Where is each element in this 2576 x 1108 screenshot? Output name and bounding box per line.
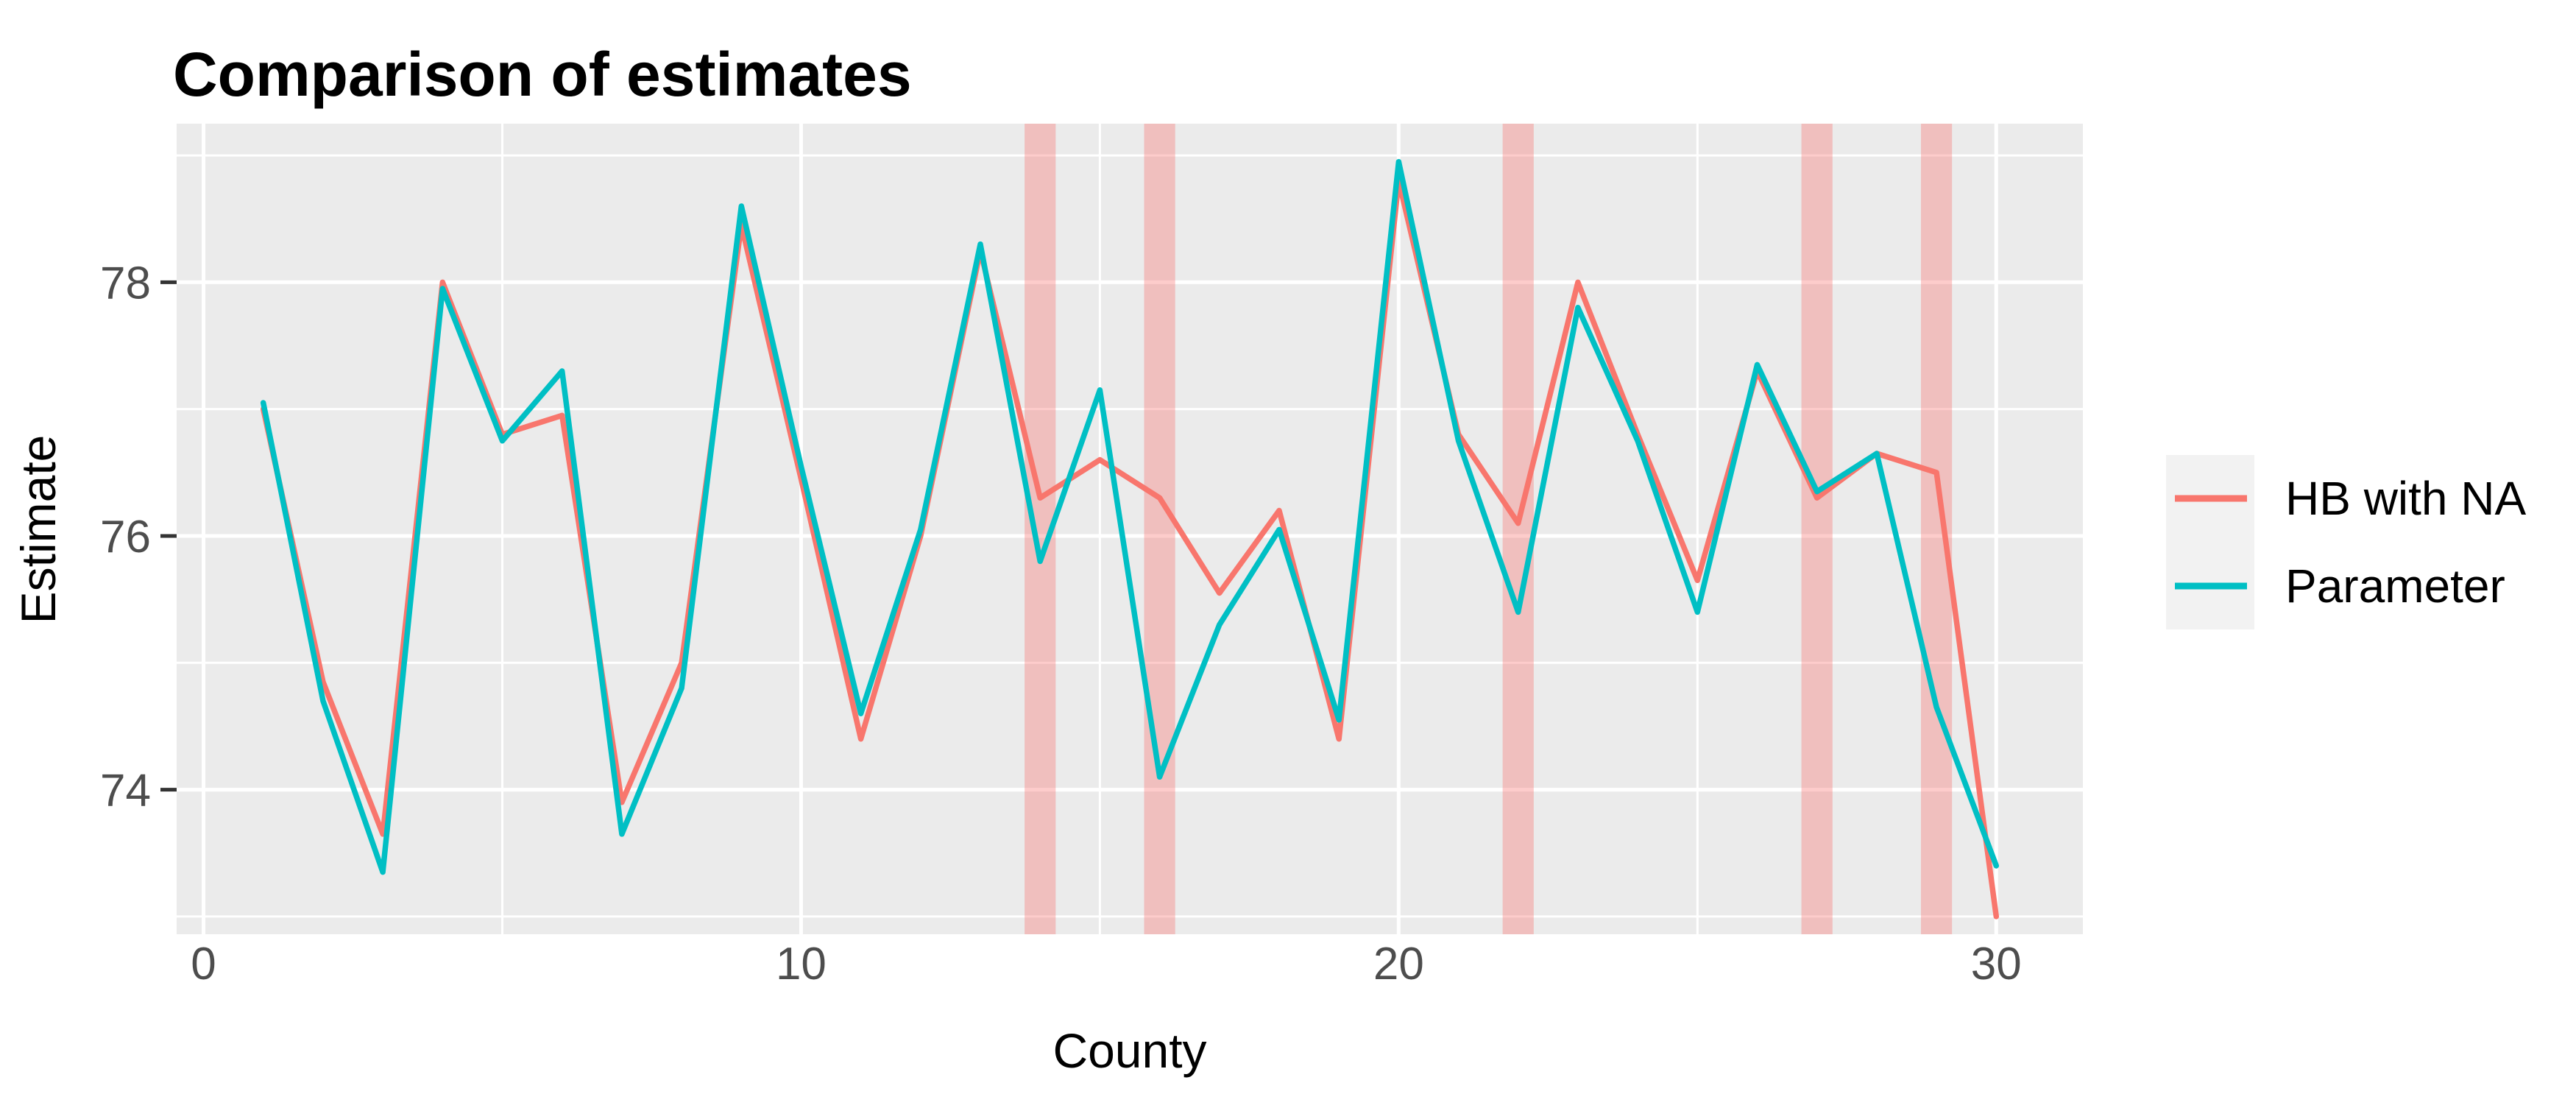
y-tick-label: 76 xyxy=(100,512,151,562)
y-tick-label: 78 xyxy=(100,258,151,308)
na-highlight-band xyxy=(1502,124,1534,934)
x-axis-title: County xyxy=(1052,1023,1206,1078)
legend-label-parameter: Parameter xyxy=(2285,560,2505,613)
panel-background xyxy=(177,124,2083,934)
na-highlight-band xyxy=(1144,124,1175,934)
chart-title: Comparison of estimates xyxy=(173,40,912,109)
legend: HB with NA Parameter xyxy=(2166,455,2527,629)
legend-label-hb-with-na: HB with NA xyxy=(2285,472,2527,525)
plot-panel: 74 76 78 0 10 20 30 xyxy=(100,124,2083,989)
na-highlight-band xyxy=(1801,124,1833,934)
x-tick-label: 20 xyxy=(1373,939,1424,989)
x-tick-label: 0 xyxy=(191,939,216,989)
series-line-parameter xyxy=(260,158,2000,875)
y-tick-label: 74 xyxy=(100,766,151,816)
na-highlight-band xyxy=(1920,124,1953,934)
series-line-hb-with-na xyxy=(260,177,2000,920)
x-tick-label: 10 xyxy=(776,939,827,989)
x-tick-label: 30 xyxy=(1971,939,2022,989)
y-axis-title: Estimate xyxy=(11,435,66,624)
legend-key-background xyxy=(2166,455,2254,629)
